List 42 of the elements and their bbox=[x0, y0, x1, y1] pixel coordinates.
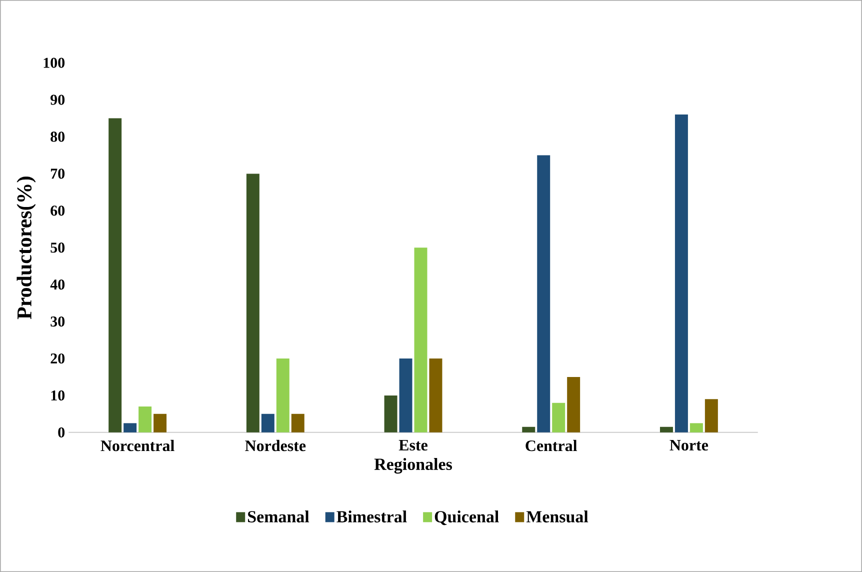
bar bbox=[660, 426, 673, 432]
y-tick-label: 30 bbox=[50, 316, 65, 327]
bar bbox=[261, 414, 274, 432]
bar bbox=[522, 426, 536, 432]
legend-label: Quicenal bbox=[434, 510, 499, 526]
bar bbox=[399, 358, 412, 432]
y-tick-label: 70 bbox=[50, 168, 65, 179]
bar bbox=[138, 406, 152, 432]
bar bbox=[276, 358, 290, 432]
x-tick-label: Este bbox=[398, 440, 428, 451]
bar bbox=[154, 414, 167, 432]
bar bbox=[690, 423, 703, 432]
bar bbox=[108, 118, 122, 432]
x-axis-title: Regionales bbox=[374, 458, 452, 474]
y-tick-label: 20 bbox=[50, 353, 65, 364]
y-tick-label: 10 bbox=[51, 390, 65, 400]
y-tick-label: 0 bbox=[58, 427, 65, 438]
legend-label: Mensual bbox=[526, 510, 588, 522]
x-tick-label: Central bbox=[526, 440, 578, 452]
bar bbox=[674, 114, 688, 432]
bar bbox=[291, 414, 304, 432]
y-axis-title: Productores(%) bbox=[16, 176, 36, 320]
y-tick-label: 90 bbox=[50, 94, 65, 105]
y-tick-label: 100 bbox=[44, 58, 65, 68]
y-tick-label: 40 bbox=[50, 279, 65, 290]
legend-label: Bimestral bbox=[336, 510, 407, 522]
bar bbox=[124, 423, 137, 432]
bar bbox=[704, 399, 718, 432]
bar bbox=[384, 395, 398, 432]
bar bbox=[537, 155, 550, 432]
bar bbox=[414, 248, 428, 432]
x-tick-label: Nordeste bbox=[245, 440, 306, 452]
legend-label: Semanal bbox=[248, 510, 310, 522]
bar bbox=[429, 358, 442, 432]
y-tick-label: 80 bbox=[50, 132, 65, 142]
y-tick-label: 60 bbox=[50, 206, 65, 216]
bar bbox=[552, 402, 566, 432]
x-tick-label: Norte bbox=[670, 440, 708, 451]
bar bbox=[567, 376, 580, 432]
bar bbox=[246, 174, 260, 432]
y-tick-label: 50 bbox=[50, 242, 65, 253]
x-tick-label: Norcentral bbox=[100, 440, 174, 452]
